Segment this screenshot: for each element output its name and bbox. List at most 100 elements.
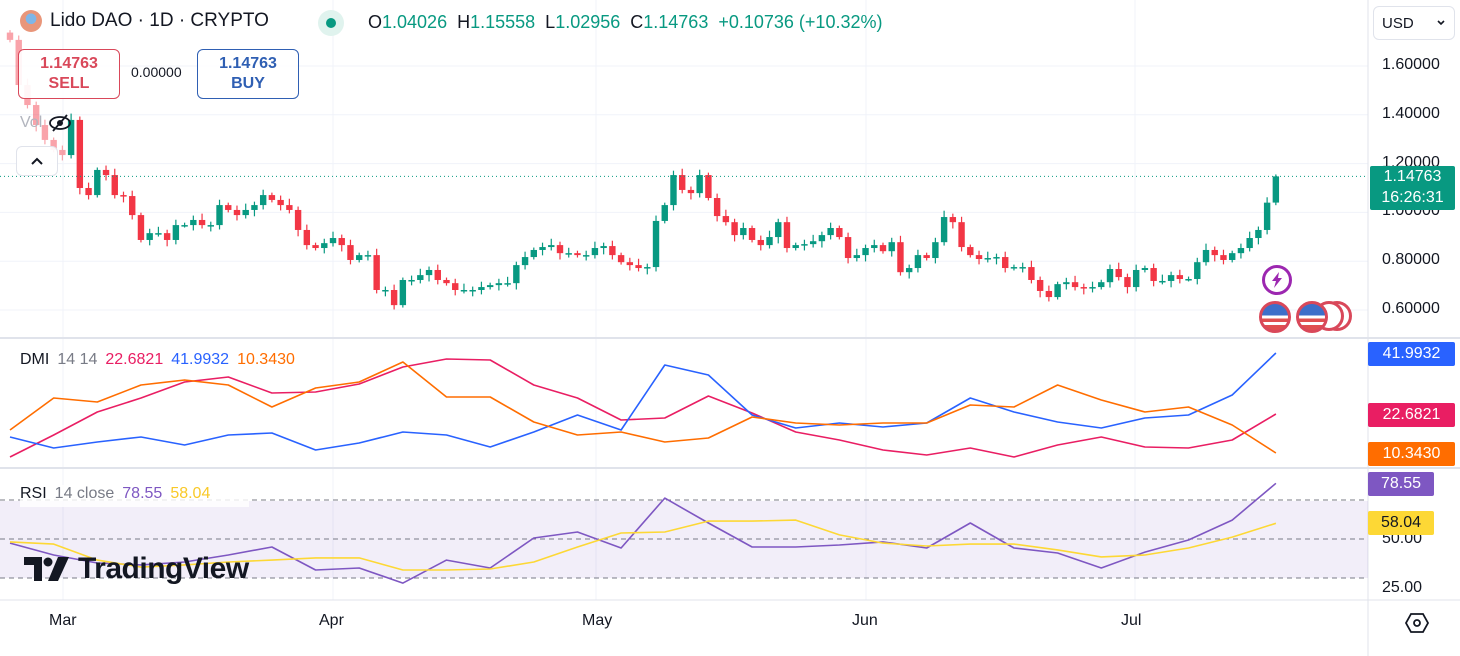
candle	[1150, 263, 1157, 287]
buy-price: 1.14763	[219, 55, 277, 72]
candle-body	[102, 169, 110, 176]
candle	[1202, 243, 1210, 266]
price-tick: 1.40000	[1382, 104, 1440, 122]
candle-body	[190, 219, 197, 226]
candle-body	[242, 209, 249, 216]
candle	[862, 244, 869, 262]
candle-body	[713, 198, 721, 217]
candle-body	[836, 228, 843, 238]
candle	[303, 224, 311, 250]
candle-body	[923, 255, 930, 259]
candle-body	[1124, 277, 1131, 288]
candle-body	[879, 245, 887, 252]
candle-body	[137, 215, 145, 240]
candle	[548, 238, 555, 251]
volume-legend[interactable]: Vol	[20, 114, 72, 132]
candle	[836, 225, 843, 240]
candle	[259, 189, 267, 210]
sell-label: SELL	[48, 75, 90, 92]
candle	[565, 247, 572, 258]
candle	[504, 276, 511, 287]
chevron-up-icon	[31, 157, 43, 165]
candle	[1167, 271, 1175, 288]
candle	[1185, 276, 1192, 282]
candle	[1071, 275, 1079, 291]
candle	[452, 278, 459, 296]
tradingview-wordmark: TradingView	[78, 552, 249, 585]
sell-price: 1.14763	[40, 55, 98, 72]
buy-button[interactable]: 1.14763 BUY	[197, 49, 299, 99]
candle-body	[687, 189, 695, 194]
candle	[975, 250, 983, 265]
rsi-ma-axis-label: 58.04	[1368, 511, 1434, 535]
rsi-tick: 25.00	[1382, 579, 1423, 596]
market-status-icon[interactable]	[318, 10, 344, 36]
candle	[251, 201, 258, 217]
candle-body	[286, 205, 293, 210]
candle-body	[259, 195, 267, 206]
candle	[1054, 281, 1061, 300]
us-flag-event-icon[interactable]	[1296, 301, 1328, 333]
rsi-axis-label: 78.55	[1368, 472, 1434, 496]
candle	[905, 264, 913, 279]
candle	[1080, 283, 1087, 295]
sell-button[interactable]: 1.14763 SELL	[18, 49, 120, 99]
candle-body	[862, 248, 869, 256]
candle	[172, 219, 180, 245]
currency-select[interactable]: USD	[1373, 6, 1455, 40]
rsi-ma-line	[9, 519, 1277, 571]
dmi-legend[interactable]: DMI 14 14 22.6821 41.9932 10.3430	[20, 351, 295, 369]
price-tick: 1.60000	[1382, 56, 1440, 73]
rsi-ma-value: 58.04	[170, 485, 211, 502]
candle	[705, 172, 712, 201]
close-label: C	[630, 12, 644, 32]
candle	[513, 261, 520, 290]
candle-body	[6, 32, 14, 40]
rsi-legend[interactable]: RSI 14 close 78.55 58.04	[20, 485, 249, 507]
candle	[390, 284, 398, 310]
open-label: O	[368, 12, 383, 32]
candle	[1132, 264, 1140, 292]
collapse-legend-button[interactable]	[16, 146, 58, 176]
candle	[425, 266, 433, 282]
candle	[1141, 265, 1149, 273]
candle	[609, 240, 616, 260]
dmi-adx-line	[9, 358, 1277, 458]
candle-body	[408, 279, 415, 282]
candle	[766, 230, 773, 249]
candles	[6, 30, 1280, 310]
eye-slash-icon[interactable]	[48, 114, 72, 132]
candle-body	[600, 246, 607, 249]
tradingview-logo[interactable]: TradingView	[24, 552, 249, 586]
candle	[687, 186, 695, 200]
dmi-minus-di-axis-label: 10.3430	[1368, 442, 1455, 466]
candle	[644, 263, 651, 275]
candle-body	[268, 195, 276, 200]
settings-icon[interactable]	[1404, 612, 1430, 634]
symbol-title: Lido DAO · 1D · CRYPTO	[50, 10, 269, 31]
candle-body	[530, 249, 537, 258]
candle-body	[548, 245, 555, 248]
current-price: 1.14763	[1383, 168, 1442, 185]
candle-body	[486, 285, 494, 288]
ohlc-values: O1.04026 H1.15558 L1.02956 C1.14763 +0.1…	[368, 12, 882, 33]
price-tick: 0.60000	[1382, 300, 1440, 317]
candle-body	[181, 225, 188, 227]
candle-body	[216, 205, 223, 226]
rsi-name: RSI	[20, 485, 47, 502]
candle-body	[67, 119, 75, 156]
time-tick: Apr	[319, 612, 344, 629]
candle	[722, 209, 730, 226]
us-flag-event-icon[interactable]	[1259, 301, 1291, 333]
symbol-legend[interactable]: Lido DAO · 1D · CRYPTO	[20, 10, 269, 32]
candle-body	[303, 229, 311, 246]
candle	[59, 145, 66, 161]
candle	[1159, 274, 1166, 285]
candle	[844, 232, 852, 264]
candle-body	[1229, 253, 1236, 260]
lightning-event-icon[interactable]	[1262, 265, 1292, 295]
candle	[617, 252, 625, 265]
candle-body	[146, 233, 153, 240]
candle	[338, 234, 345, 252]
